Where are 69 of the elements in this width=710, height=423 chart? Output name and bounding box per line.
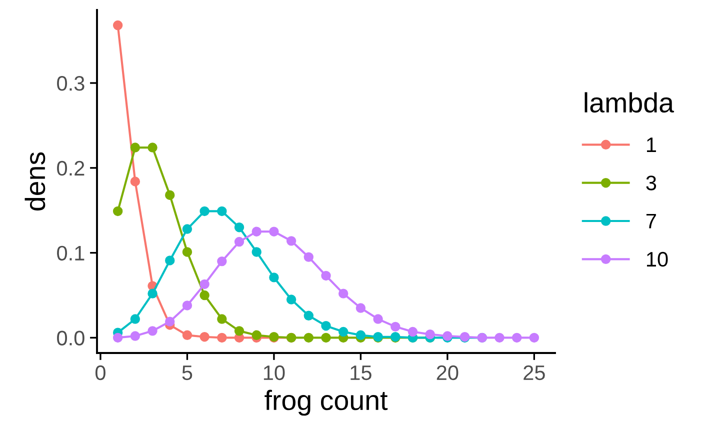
point <box>529 332 540 343</box>
point <box>373 314 383 324</box>
point <box>304 310 314 321</box>
point <box>200 290 210 300</box>
point <box>165 256 175 266</box>
legend-title: lambda <box>584 92 674 113</box>
point <box>269 272 279 282</box>
point <box>286 236 296 246</box>
x-axis-title: frog count <box>264 390 388 416</box>
point <box>112 20 123 30</box>
point <box>130 176 140 186</box>
point <box>130 142 140 152</box>
y-tick-label: 0.3 <box>57 76 84 91</box>
legend-label: 1 <box>647 138 656 152</box>
point <box>286 294 296 304</box>
point <box>165 190 175 200</box>
point <box>338 288 348 298</box>
point <box>112 206 123 216</box>
point <box>356 303 366 313</box>
point <box>217 256 227 266</box>
x-tick-label: 25 <box>524 365 545 380</box>
point <box>234 326 244 336</box>
point <box>148 326 158 336</box>
point <box>408 326 418 337</box>
point <box>512 332 522 343</box>
point <box>217 314 227 324</box>
point <box>494 332 504 343</box>
point <box>321 320 331 331</box>
point <box>356 330 366 340</box>
point <box>321 270 331 281</box>
point <box>200 279 210 290</box>
x-tick-label: 10 <box>264 365 285 380</box>
point <box>269 226 279 236</box>
point <box>304 332 314 343</box>
legend-label: 7 <box>646 214 656 228</box>
point <box>304 252 314 262</box>
legend-label: 3 <box>646 176 656 190</box>
point <box>390 322 400 332</box>
legend-label: 10 <box>647 252 668 267</box>
point <box>234 236 244 247</box>
x-tick-label: 20 <box>436 365 458 380</box>
y-tick-label: 0.0 <box>57 330 84 346</box>
point <box>200 332 210 342</box>
point <box>112 332 123 343</box>
point <box>182 300 192 310</box>
point <box>252 330 262 340</box>
point <box>321 332 331 343</box>
point <box>234 222 244 232</box>
point <box>130 314 140 324</box>
point <box>182 330 192 340</box>
point <box>217 332 227 343</box>
y-axis-title: dens <box>24 152 46 210</box>
point <box>182 224 192 234</box>
x-tick-label: 0 <box>95 365 106 380</box>
point <box>217 206 227 216</box>
point <box>252 247 262 257</box>
point <box>148 142 158 152</box>
x-tick-label: 5 <box>182 366 192 380</box>
x-tick-label: 15 <box>350 366 372 380</box>
point <box>425 329 435 340</box>
y-tick-label: 0.2 <box>57 160 84 176</box>
point <box>252 226 262 236</box>
point <box>130 331 140 341</box>
point <box>148 288 158 298</box>
point <box>200 206 210 216</box>
point <box>182 247 192 257</box>
y-tick-label: 0.1 <box>57 246 84 261</box>
point <box>165 316 175 326</box>
point <box>338 326 348 337</box>
